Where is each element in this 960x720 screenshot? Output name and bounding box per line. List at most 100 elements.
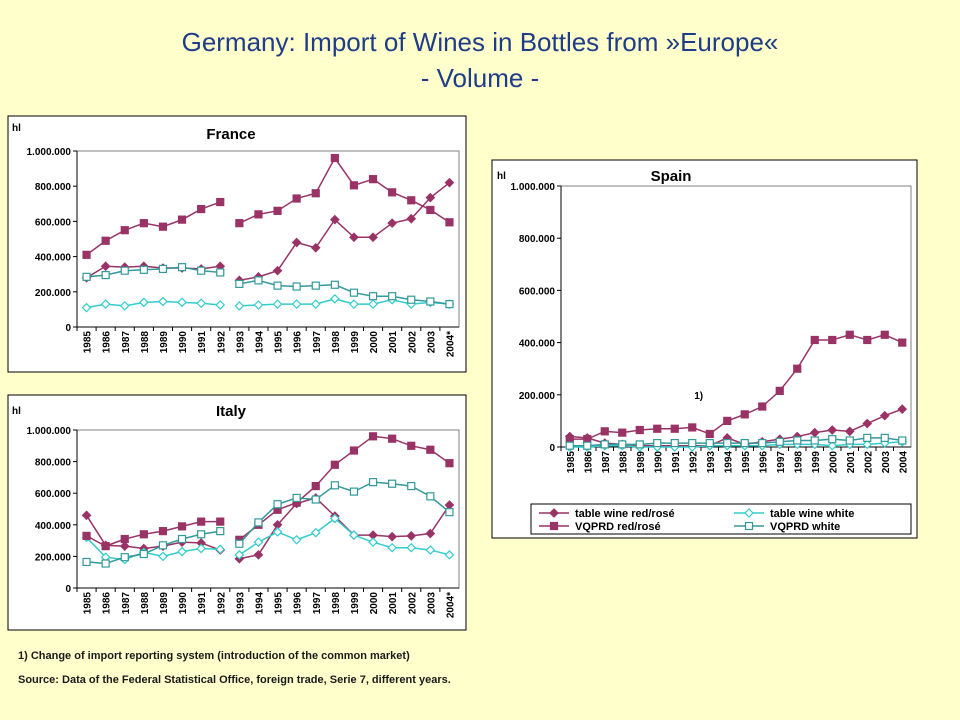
- data-point: [406, 542, 417, 553]
- data-point: [368, 232, 378, 243]
- data-point: [618, 440, 627, 449]
- x-tick-label: 1985: [83, 592, 94, 615]
- data-point: [349, 299, 359, 309]
- x-tick-label: 1986: [583, 451, 594, 474]
- x-tick-label: 1995: [274, 592, 285, 615]
- data-point: [196, 543, 206, 554]
- annotation: 1): [694, 391, 703, 402]
- x-tick-label: 2004*: [445, 592, 456, 618]
- data-point: [311, 481, 320, 491]
- y-tick-label: 200.000: [35, 288, 72, 299]
- data-point: [565, 441, 574, 450]
- data-point: [139, 530, 148, 539]
- data-point: [407, 196, 416, 205]
- data-point: [407, 481, 416, 491]
- x-tick-label: 1986: [102, 592, 113, 615]
- x-tick-label: 1993: [706, 451, 717, 474]
- data-point: [705, 438, 714, 448]
- y-tick-label: 400.000: [35, 521, 72, 532]
- data-point: [158, 541, 168, 550]
- data-point: [600, 440, 609, 449]
- x-tick-label: 1988: [618, 451, 629, 474]
- data-point: [705, 429, 714, 439]
- data-point: [349, 530, 359, 540]
- data-point: [425, 545, 436, 555]
- data-point: [139, 297, 149, 308]
- data-point: [618, 428, 627, 437]
- x-tick-label: 1997: [312, 592, 323, 615]
- data-point: [330, 153, 339, 163]
- data-point: [406, 213, 417, 224]
- data-point: [723, 438, 732, 448]
- data-point: [310, 299, 321, 309]
- data-point: [273, 281, 282, 290]
- legend-label: VQPRD red/rosé: [575, 521, 661, 533]
- y-tick-label: 800.000: [35, 182, 72, 193]
- x-tick-label: 1998: [331, 592, 342, 615]
- data-point: [368, 478, 378, 487]
- data-point: [898, 436, 907, 445]
- data-point: [670, 438, 679, 448]
- data-point: [862, 439, 873, 450]
- data-point: [100, 261, 111, 272]
- data-point: [775, 437, 784, 446]
- data-point: [827, 425, 838, 435]
- x-tick-label: 1989: [159, 592, 170, 615]
- data-point: [426, 297, 435, 306]
- data-point: [388, 434, 397, 443]
- data-point: [81, 510, 92, 521]
- data-point: [388, 292, 397, 301]
- y-tick-label: 400.000: [519, 339, 556, 350]
- data-point: [426, 205, 435, 215]
- data-point: [880, 433, 889, 442]
- x-tick-label: 2001: [388, 592, 399, 615]
- data-point: [758, 438, 767, 448]
- data-point: [445, 218, 454, 227]
- data-point: [425, 192, 436, 203]
- data-point: [216, 197, 225, 207]
- data-point: [311, 189, 320, 198]
- data-point: [235, 539, 244, 548]
- y-tick-label: 1.000.000: [27, 426, 72, 437]
- x-tick-label: 1989: [636, 451, 647, 474]
- slide-title: Germany: Import of Wines in Bottles from…: [182, 27, 779, 57]
- data-point: [670, 424, 679, 433]
- data-point: [330, 280, 339, 289]
- x-tick-label: 1996: [293, 592, 304, 615]
- data-point: [81, 302, 92, 313]
- data-point: [387, 531, 397, 542]
- data-point: [139, 265, 148, 274]
- x-tick-label: 1989: [159, 331, 170, 354]
- y-tick-label: 600.000: [519, 286, 556, 297]
- data-point: [158, 264, 168, 274]
- data-point: [349, 446, 359, 455]
- y-tick-label: 0: [65, 584, 71, 595]
- data-point: [349, 181, 359, 190]
- data-point: [177, 522, 187, 531]
- data-point: [310, 527, 321, 538]
- data-point: [863, 433, 872, 442]
- y-tick-label: 0: [549, 443, 555, 454]
- data-point: [740, 410, 749, 419]
- x-tick-label: 2001: [846, 451, 857, 474]
- data-point: [253, 549, 264, 560]
- data-point: [253, 537, 264, 548]
- data-point: [330, 214, 340, 225]
- x-tick-label: 1985: [83, 331, 94, 354]
- data-point: [82, 557, 91, 567]
- data-point: [82, 531, 91, 540]
- x-tick-label: 1999: [350, 592, 361, 615]
- data-point: [897, 404, 908, 415]
- data-point: [810, 436, 819, 445]
- data-point: [600, 427, 609, 436]
- x-tick-label: 2004: [898, 451, 909, 474]
- x-tick-label: 1987: [121, 592, 132, 615]
- data-point: [120, 266, 129, 275]
- data-point: [177, 263, 187, 272]
- data-point: [635, 425, 644, 435]
- data-point: [444, 177, 455, 188]
- data-point: [862, 418, 873, 429]
- legend-marker: [549, 521, 559, 531]
- data-point: [349, 232, 359, 243]
